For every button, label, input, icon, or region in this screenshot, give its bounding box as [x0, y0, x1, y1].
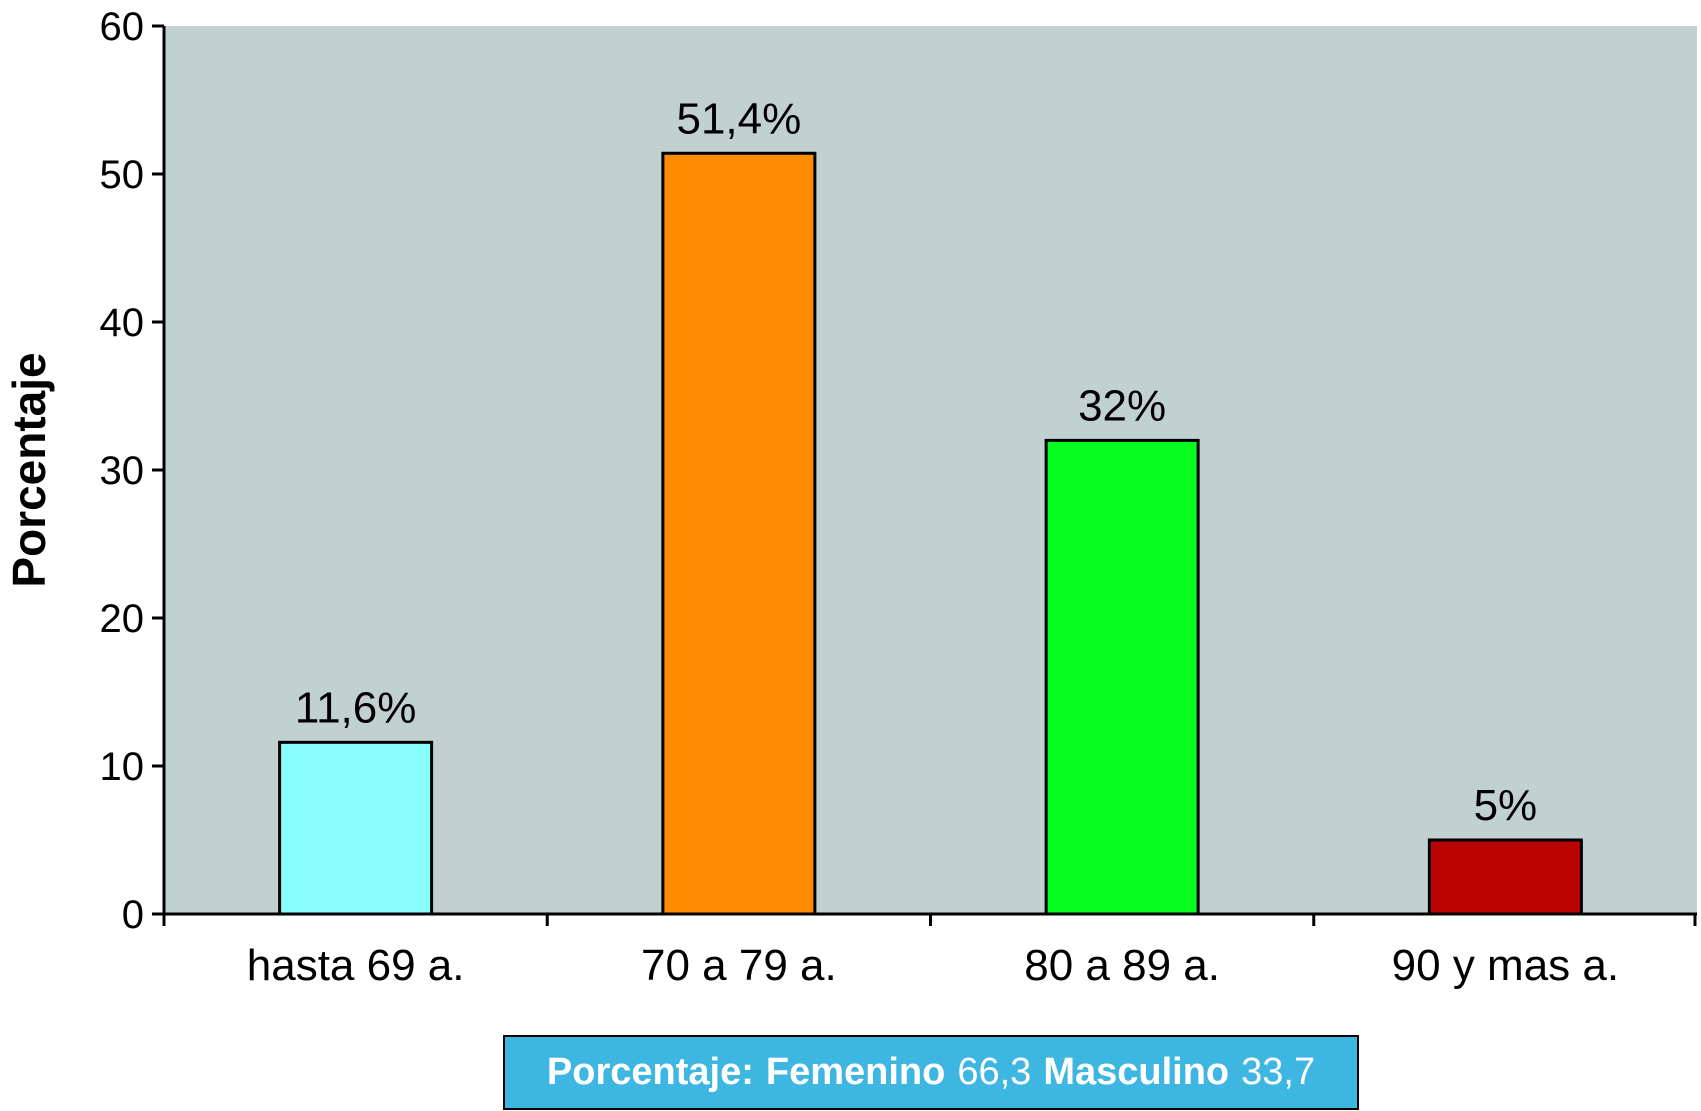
bar-chart: 11,6% 51,4% 32% 5% hasta 69 a. 70 a 79 a. 80 …	[3, 5, 1697, 990]
data-label-2: 51,4%	[676, 94, 801, 143]
x-tick-label-4: 90 y mas a.	[1392, 941, 1619, 990]
data-label-1: 11,6%	[295, 683, 417, 732]
note-label: Porcentaje:	[546, 1051, 754, 1093]
gender-percentage-note: Porcentaje: Femenino 66,3 Masculino 33,7	[503, 1035, 1359, 1110]
bar-3	[1044, 438, 1200, 916]
x-tick-label-1: hasta 69 a.	[247, 941, 465, 990]
bars-group: 11,6% 51,4% 32% 5%	[278, 94, 1583, 916]
y-tick-label-6: 50	[100, 153, 145, 197]
bar-2	[661, 151, 817, 916]
male-label: Masculino	[1043, 1051, 1230, 1093]
x-tick-label-2: 70 a 79 a.	[641, 941, 837, 990]
y-tick-label-1: 0	[122, 893, 144, 937]
data-label-4: 5%	[1474, 781, 1538, 830]
y-tick-label-4: 30	[100, 449, 145, 493]
y-tick-label-2: 10	[100, 745, 145, 789]
bar-4	[1427, 838, 1583, 916]
female-value: 66,3	[957, 1051, 1032, 1093]
y-axis-title: Porcentaje	[3, 352, 55, 587]
male-value: 33,7	[1241, 1051, 1316, 1093]
axes-group: hasta 69 a. 70 a 79 a. 80 a 89 a. 90 y mas …	[100, 5, 1697, 990]
bar-1	[278, 740, 434, 916]
y-tick-label-5: 40	[100, 301, 145, 345]
y-tick-label-3: 20	[100, 597, 145, 641]
female-label: Femenino	[765, 1051, 946, 1093]
data-label-3: 32%	[1078, 381, 1166, 430]
x-tick-label-3: 80 a 89 a.	[1024, 941, 1220, 990]
y-tick-label-7: 60	[100, 5, 145, 49]
